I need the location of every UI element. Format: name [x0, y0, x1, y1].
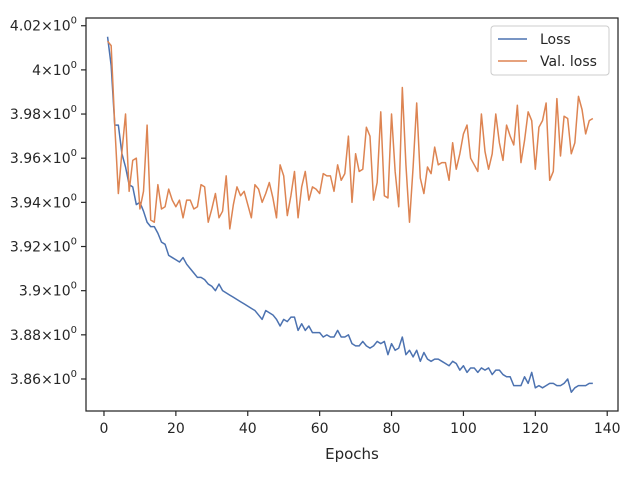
y-tick-exponent: 0: [71, 281, 77, 292]
x-tick-label: 80: [383, 421, 401, 437]
plot-frame: [85, 17, 619, 412]
y-tick-base: 3.96: [10, 151, 41, 167]
x-tick-label: 20: [167, 421, 185, 437]
x-tick-label: 40: [239, 421, 257, 437]
series-line-val-loss: [106, 40, 594, 230]
x-tick-label: 120: [522, 421, 549, 437]
y-tick-base: 3.88: [10, 328, 41, 344]
y-tick-times: ×10: [41, 195, 71, 211]
legend-label: Loss: [540, 32, 571, 48]
y-tick-base: 4: [32, 63, 41, 79]
y-tick-base: 3.94: [10, 195, 41, 211]
y-tick-exponent: 0: [71, 60, 77, 71]
y-tick-base: 3.9: [19, 284, 41, 300]
y-axis-ticks: 3.86×1003.88×1003.9×1003.92×1003.94×1003…: [10, 16, 86, 388]
y-tick-exponent: 0: [71, 325, 77, 336]
y-tick-label: 3.9×100: [19, 281, 77, 300]
y-tick-exponent: 0: [71, 104, 77, 115]
y-tick-times: ×10: [41, 240, 71, 256]
x-axis-title: Epochs: [325, 445, 379, 463]
x-tick-label: 60: [311, 421, 329, 437]
y-tick-exponent: 0: [71, 369, 77, 380]
y-tick-times: ×10: [41, 151, 71, 167]
y-tick-times: ×10: [41, 328, 71, 344]
y-tick-times: ×10: [41, 107, 71, 123]
y-tick-label: 4×100: [32, 60, 77, 79]
y-tick-label: 3.86×100: [10, 369, 77, 388]
y-tick-exponent: 0: [71, 16, 77, 27]
y-tick-base: 3.86: [10, 372, 41, 388]
x-tick-label: 100: [450, 421, 477, 437]
y-tick-times: ×10: [41, 284, 71, 300]
legend-label: Val. loss: [540, 54, 597, 70]
y-tick-base: 3.92: [10, 240, 41, 256]
x-tick-label: 0: [100, 421, 109, 437]
y-tick-exponent: 0: [71, 192, 77, 203]
x-axis-ticks: 0 20 40 60 80 100 120 140: [100, 411, 621, 437]
y-tick-times: ×10: [41, 63, 71, 79]
y-tick-times: ×10: [41, 19, 71, 35]
y-tick-label: 3.96×100: [10, 148, 77, 167]
y-tick-label: 3.98×100: [10, 104, 77, 123]
y-tick-label: 3.88×100: [10, 325, 77, 344]
y-tick-label: 4.02×100: [10, 16, 77, 35]
legend: Loss Val. loss: [490, 25, 610, 76]
x-tick-label: 140: [594, 421, 621, 437]
y-tick-label: 3.92×100: [10, 237, 77, 256]
y-tick-base: 4.02: [10, 19, 41, 35]
y-tick-label: 3.94×100: [10, 192, 77, 211]
y-tick-exponent: 0: [71, 237, 77, 248]
y-tick-exponent: 0: [71, 148, 77, 159]
y-tick-base: 3.98: [10, 107, 41, 123]
series-line-loss: [106, 36, 593, 393]
y-tick-times: ×10: [41, 372, 71, 388]
series-lines: [106, 36, 594, 393]
